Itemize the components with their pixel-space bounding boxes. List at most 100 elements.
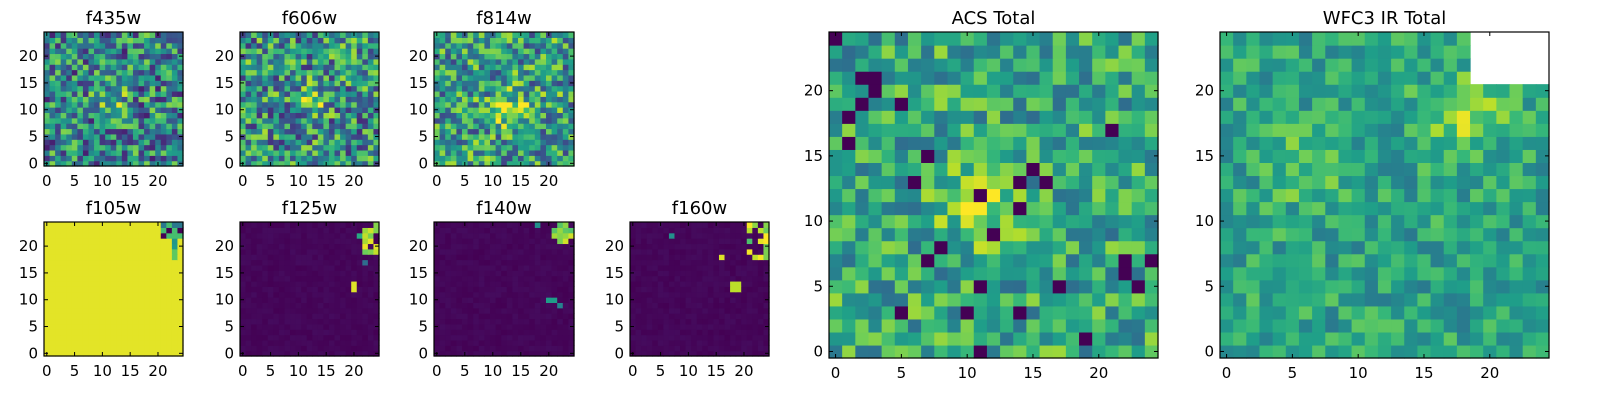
heatmap-cell — [707, 291, 714, 298]
heatmap-cell — [262, 318, 269, 325]
heatmap-cell — [323, 133, 330, 140]
heatmap-cell — [127, 286, 134, 293]
heatmap-cell — [718, 313, 726, 320]
heatmap-cell — [551, 58, 558, 65]
heatmap-cell — [273, 123, 280, 130]
heatmap-cell — [262, 291, 269, 298]
heatmap-cell — [646, 339, 653, 346]
heatmap-cell — [568, 334, 575, 341]
heatmap-cell — [121, 259, 128, 266]
heatmap-cell — [362, 133, 369, 140]
heatmap-cell — [160, 139, 167, 146]
heatmap-cell — [267, 139, 274, 146]
heatmap-cell — [462, 318, 469, 325]
heatmap-cell — [523, 345, 530, 352]
heatmap-cell — [907, 305, 922, 320]
heatmap-cell — [149, 291, 156, 298]
heatmap-cell — [668, 238, 676, 245]
heatmap-cell — [534, 101, 541, 108]
heatmap-cell — [273, 297, 280, 303]
heatmap-cell — [267, 302, 274, 309]
heatmap-cell — [674, 254, 681, 261]
heatmap-cell — [262, 254, 269, 261]
heatmap-cell — [149, 243, 156, 250]
heatmap-cell — [306, 222, 313, 228]
heatmap-cell — [685, 259, 692, 266]
heatmap-cell — [1065, 292, 1080, 307]
heatmap-cell — [121, 117, 128, 124]
heatmap-cell — [301, 133, 308, 140]
heatmap-cell — [301, 149, 308, 156]
heatmap-cell — [529, 248, 536, 255]
heatmap-cell — [155, 48, 162, 55]
heatmap-cell — [467, 32, 474, 38]
heatmap-cell — [334, 307, 341, 314]
heatmap-cell — [894, 188, 909, 203]
heatmap-cell — [367, 334, 375, 341]
heatmap-cell — [741, 264, 748, 271]
heatmap-cell — [323, 85, 330, 92]
heatmap-cell — [99, 53, 106, 60]
heatmap-cell — [94, 238, 101, 245]
x-tick-label: 10 — [93, 362, 112, 380]
heatmap-cell — [439, 275, 446, 282]
heatmap-cell — [160, 280, 167, 287]
heatmap-cell — [868, 292, 883, 307]
heatmap-cell — [295, 280, 302, 287]
heatmap-cell — [674, 297, 681, 303]
heatmap-cell — [523, 222, 530, 228]
heatmap-cell — [273, 259, 280, 266]
heatmap-cell — [116, 286, 123, 293]
heatmap-cell — [99, 280, 106, 287]
heatmap-cell — [66, 80, 73, 87]
heatmap-cell — [635, 232, 642, 239]
heatmap-cell — [746, 345, 753, 352]
heatmap-cell — [646, 264, 653, 271]
heatmap-cell — [99, 297, 106, 303]
heatmap-cell — [356, 32, 363, 38]
heatmap-cell — [256, 144, 263, 151]
heatmap-cell — [116, 243, 123, 250]
heatmap-cell — [132, 313, 140, 320]
heatmap-cell — [518, 155, 525, 162]
heatmap-cell — [512, 155, 519, 162]
heatmap-cell — [445, 37, 452, 44]
heatmap-cell — [473, 350, 480, 357]
heatmap-cell — [132, 238, 140, 245]
heatmap-cell — [273, 58, 280, 65]
heatmap-cell — [934, 227, 949, 242]
heatmap-cell — [295, 345, 302, 352]
x-tick-label: 20 — [539, 172, 558, 190]
heatmap-cell — [340, 101, 347, 108]
heatmap-cell — [121, 286, 128, 293]
heatmap-cell — [278, 323, 286, 330]
heatmap-cell — [105, 149, 112, 156]
heatmap-cell — [557, 80, 564, 87]
heatmap-cell — [842, 292, 856, 307]
heatmap-cell — [66, 307, 73, 314]
heatmap-cell — [518, 334, 525, 341]
heatmap-cell — [312, 270, 319, 277]
heatmap-cell — [295, 123, 302, 130]
heatmap-cell — [82, 149, 90, 156]
x-tick-label: 5 — [460, 362, 470, 380]
heatmap-cell — [334, 227, 341, 234]
heatmap-cell — [735, 264, 742, 271]
heatmap-cell — [328, 133, 336, 140]
heatmap-cell — [240, 227, 247, 234]
heatmap-cell — [450, 264, 457, 271]
heatmap-cell — [456, 307, 463, 314]
heatmap-cell — [551, 37, 558, 44]
heatmap-cell — [702, 243, 709, 250]
heatmap-cell — [301, 74, 308, 81]
heatmap-cell — [278, 227, 286, 234]
heatmap-cell — [317, 37, 324, 44]
heatmap-cell — [680, 243, 687, 250]
heatmap-cell — [735, 345, 742, 352]
heatmap-cell — [317, 160, 324, 167]
heatmap-cell — [99, 232, 106, 239]
heatmap-cell — [155, 64, 162, 71]
heatmap-cell — [490, 123, 497, 130]
heatmap-cell — [312, 96, 319, 103]
heatmap-cell — [323, 270, 330, 277]
